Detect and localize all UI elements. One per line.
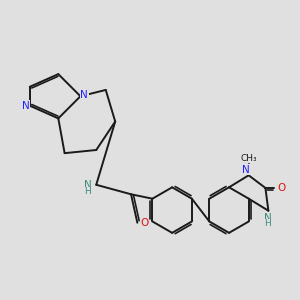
Text: O: O <box>277 183 285 193</box>
Text: N: N <box>80 90 88 100</box>
Text: O: O <box>140 218 148 228</box>
Text: N: N <box>83 180 91 190</box>
Text: N: N <box>22 101 30 111</box>
Text: CH₃: CH₃ <box>240 154 257 163</box>
Text: N: N <box>242 165 250 175</box>
Text: H: H <box>84 187 91 196</box>
Text: N: N <box>264 213 272 223</box>
Text: H: H <box>264 220 271 229</box>
